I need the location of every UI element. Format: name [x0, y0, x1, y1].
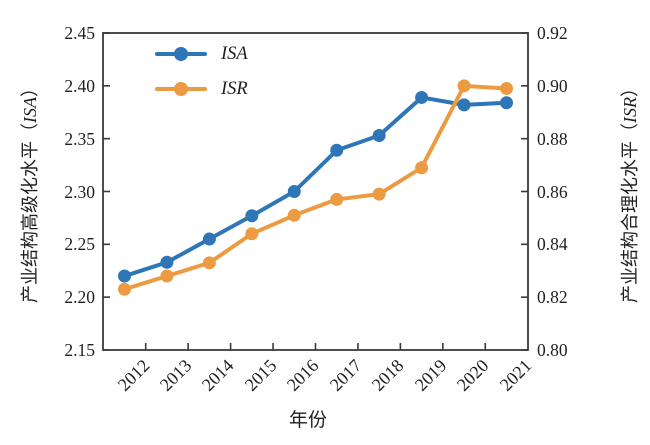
data-point-isr-2020: [457, 79, 471, 93]
data-point-isa-2013: [160, 255, 174, 269]
y-axis-right-title-close: ）: [620, 79, 640, 97]
y-left-tick-label: 2.30: [64, 181, 95, 202]
y-right-tick-label: 0.80: [537, 340, 568, 360]
y-left-tick-label: 2.20: [64, 287, 95, 308]
y-left-tick-label: 2.25: [64, 234, 95, 255]
data-point-isa-2021: [500, 96, 513, 110]
isr-line-swatch: [155, 82, 207, 96]
data-point-isr-2017: [330, 192, 344, 206]
data-point-isr-2016: [287, 208, 301, 222]
data-point-isr-2019: [415, 161, 429, 175]
y-axis-right-title-var: ISR: [620, 97, 640, 123]
isa-marker-dot: [174, 47, 188, 61]
legend: ISA ISR: [155, 42, 248, 101]
data-point-isa-2018: [372, 128, 386, 142]
y-axis-right-title: 产业结构合理化水平（ISR）: [620, 79, 640, 303]
y-right-tick-label: 0.84: [537, 234, 568, 255]
y-axis-left-title-close: ）: [20, 79, 40, 97]
data-point-isa-2019: [415, 90, 429, 104]
y-right-tick-label: 0.90: [537, 75, 568, 96]
y-left-tick-label: 2.15: [64, 340, 95, 360]
data-point-isr-2014: [202, 256, 216, 270]
y-left-tick-label: 2.40: [64, 75, 95, 96]
y-axis-left-title-var: ISA: [20, 97, 40, 123]
data-point-isr-2015: [245, 227, 259, 241]
y-left-tick-label: 2.35: [64, 128, 95, 149]
series-line-isa: [122, 95, 509, 279]
y-right-tick-label: 0.92: [537, 23, 568, 43]
legend-label-isa: ISA: [221, 43, 248, 64]
y-right-tick-label: 0.86: [537, 181, 568, 202]
y-axis-left-title-text: 产业结构高级化水平（: [20, 123, 40, 303]
isr-marker-dot: [174, 82, 188, 96]
legend-item-isa: ISA: [155, 42, 248, 66]
y-axis-left-title: 产业结构高级化水平（ISA）: [20, 79, 40, 303]
legend-item-isr: ISR: [155, 77, 248, 101]
data-point-isa-2016: [287, 185, 301, 198]
legend-label-isr: ISR: [221, 78, 248, 99]
data-point-isa-2015: [245, 209, 259, 223]
isa-line-swatch: [155, 47, 207, 61]
data-point-isa-2014: [202, 232, 216, 246]
y-axis-right-title-text: 产业结构合理化水平（: [620, 123, 640, 303]
y-right-tick-label: 0.88: [537, 128, 568, 149]
x-axis-title: 年份: [288, 410, 328, 431]
data-point-isr-2012: [118, 282, 131, 296]
data-point-isa-2020: [457, 98, 471, 112]
data-point-isr-2013: [160, 269, 174, 283]
y-left-tick-label: 2.45: [64, 23, 95, 43]
y-right-tick-label: 0.82: [537, 287, 568, 308]
data-point-isa-2012: [118, 269, 131, 283]
data-point-isr-2018: [372, 187, 386, 201]
data-point-isr-2021: [500, 81, 513, 95]
series-line-isr: [122, 83, 509, 292]
data-point-isa-2017: [330, 143, 344, 157]
